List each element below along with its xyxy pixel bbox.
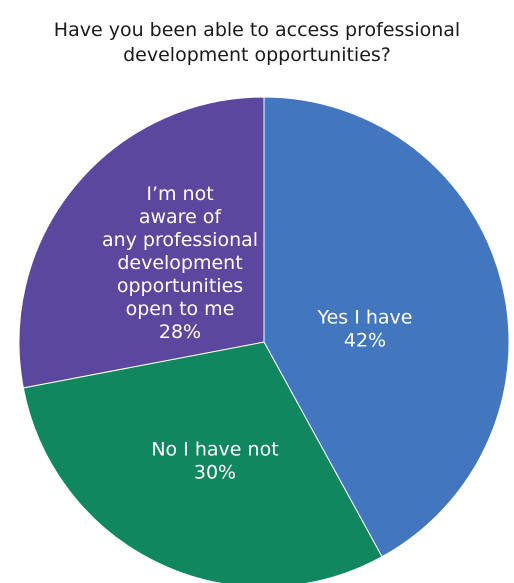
slice-label-not-aware: I’m not aware of any professional developme… xyxy=(102,183,258,343)
slice-category-label: any professional xyxy=(102,229,258,251)
chart-title-line-1: Have you been able to access professiona… xyxy=(53,19,461,41)
slice-value-label: 30% xyxy=(194,462,236,484)
slice-label-yes-i-have: Yes I have 42% xyxy=(317,307,413,352)
slice-category-label: I’m not xyxy=(146,183,213,205)
pie-slice-not-aware xyxy=(18,96,265,389)
slice-category-label: aware of xyxy=(139,206,223,228)
chart-title-line-2: development opportunities? xyxy=(123,44,391,66)
slice-category-label: opportunities xyxy=(117,275,243,297)
pie-slice-yes-i-have xyxy=(263,96,510,558)
slice-value-label: 42% xyxy=(344,330,386,352)
pie-slice-no-i-have-not xyxy=(22,341,383,583)
slice-category-label: open to me xyxy=(126,298,235,320)
slice-label-no-i-have-not: No I have not 30% xyxy=(151,439,278,484)
slice-category-label: development xyxy=(117,252,242,274)
slice-value-label: 28% xyxy=(159,321,201,343)
slice-category-label: Yes I have xyxy=(317,307,413,329)
slice-category-label: No I have not xyxy=(151,439,278,461)
chart-title: Have you been able to access professiona… xyxy=(0,18,514,68)
